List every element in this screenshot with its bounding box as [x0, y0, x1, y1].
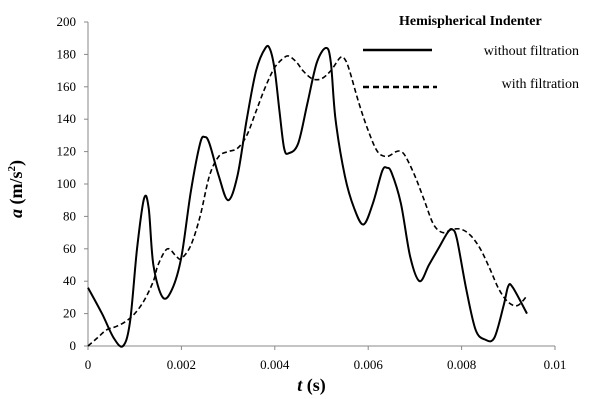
y-tick-label: 20 — [63, 306, 76, 321]
legend-title: Hemispherical Indenter — [399, 14, 542, 29]
x-tick-label: 0.01 — [544, 357, 567, 372]
y-tick-label: 80 — [63, 208, 76, 223]
series-layer — [87, 44, 528, 348]
y-axis-title: a (m/s2) — [6, 160, 27, 218]
x-axis-ticks: 0 0.002 0.004 0.006 0.008 0.01 — [85, 346, 567, 372]
x-tick-label: 0.008 — [447, 357, 476, 372]
y-axis-symbol: a — [6, 209, 26, 218]
legend-label-without-filtration: without filtration — [484, 44, 579, 59]
x-tick-label: 0 — [85, 357, 92, 372]
y-axis-unit-pre: (m/s — [6, 172, 27, 210]
y-tick-label: 200 — [57, 14, 77, 29]
y-tick-label: 120 — [57, 144, 77, 159]
legend: Hemispherical Indenter without filtratio… — [363, 14, 579, 92]
x-tick-label: 0.002 — [167, 357, 196, 372]
legend-label-with-filtration: with filtration — [502, 77, 579, 92]
y-tick-label: 60 — [63, 241, 76, 256]
series-line-with-filtration — [87, 55, 528, 347]
y-axis-ticks: 0 20 40 60 80 100 120 140 160 180 200 — [57, 14, 88, 353]
y-tick-label: 40 — [63, 273, 76, 288]
x-tick-label: 0.004 — [260, 357, 290, 372]
y-axis-unit-post: ) — [6, 160, 27, 166]
x-tick-label: 0.006 — [354, 357, 384, 372]
y-tick-label: 0 — [70, 338, 77, 353]
x-axis-title: t (s) — [297, 375, 326, 396]
x-axis-symbol: t — [297, 375, 303, 395]
y-tick-label: 100 — [57, 176, 77, 191]
series-line-without-filtration — [87, 44, 528, 348]
y-tick-label: 180 — [57, 46, 77, 61]
y-tick-label: 140 — [57, 111, 77, 126]
x-axis-unit: (s) — [302, 375, 326, 396]
y-tick-label: 160 — [57, 79, 77, 94]
y-axis-unit-sup: 2 — [6, 166, 18, 172]
